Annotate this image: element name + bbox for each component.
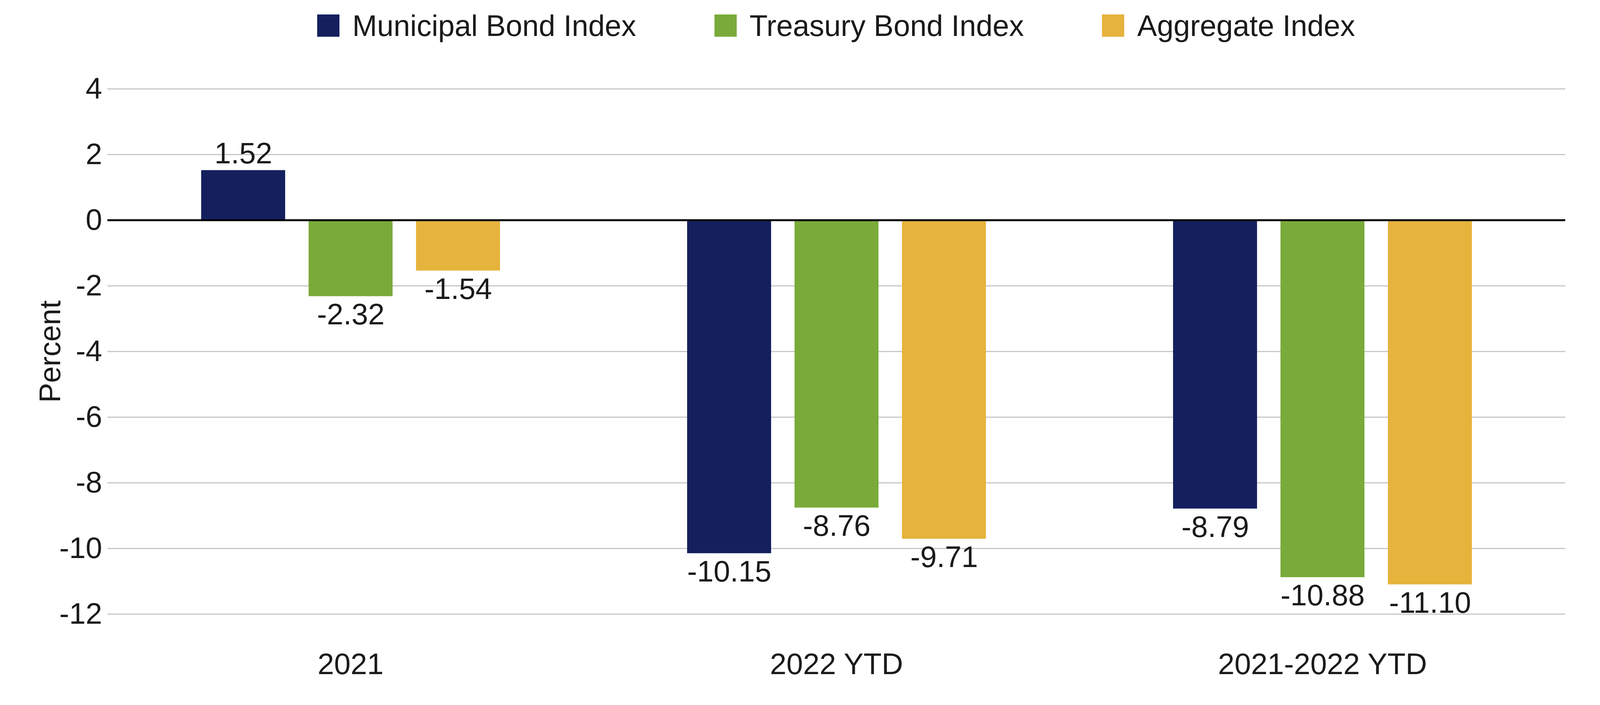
svg-text:-4: -4 xyxy=(75,333,103,368)
svg-text:-1.54: -1.54 xyxy=(424,271,492,306)
svg-text:2022 YTD: 2022 YTD xyxy=(769,646,904,681)
html-text:Municipal Bond Index: Municipal Bond Index xyxy=(352,8,637,42)
svg-text:-2: -2 xyxy=(75,268,103,302)
svg-text:-10: -10 xyxy=(59,530,103,565)
svg-text:-8: -8 xyxy=(75,465,103,499)
svg-text:-2.32: -2.32 xyxy=(316,297,385,331)
html-text:Treasury Bond Index: Treasury Bond Index xyxy=(749,8,1024,42)
svg-text:-9.71: -9.71 xyxy=(910,539,978,574)
svg-text:-12: -12 xyxy=(59,596,103,630)
svg-text:-8.76: -8.76 xyxy=(802,508,871,542)
svg-text:-10.15: -10.15 xyxy=(687,554,772,588)
svg-text:Percent: Percent xyxy=(33,300,67,403)
svg-text:1.52: 1.52 xyxy=(214,136,273,170)
svg-text:-8.79: -8.79 xyxy=(1181,509,1249,543)
svg-text:4: 4 xyxy=(85,71,102,105)
html-text:Aggregate Index: Aggregate Index xyxy=(1137,8,1356,42)
svg-text:-6: -6 xyxy=(75,399,103,433)
svg-text:0: 0 xyxy=(85,202,102,236)
svg-text:2: 2 xyxy=(85,137,102,171)
svg-text:-10.88: -10.88 xyxy=(1280,578,1365,612)
svg-text:-11.10: -11.10 xyxy=(1389,585,1472,619)
svg-text:2021-2022 YTD: 2021-2022 YTD xyxy=(1217,646,1427,681)
svg-text:2021: 2021 xyxy=(317,646,384,681)
